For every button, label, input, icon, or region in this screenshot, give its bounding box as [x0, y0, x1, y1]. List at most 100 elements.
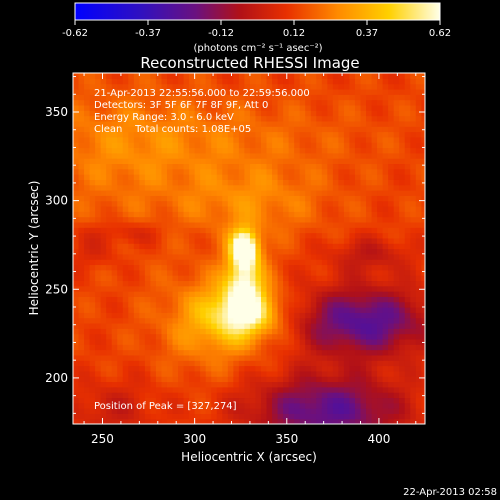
heatmap-cell — [244, 237, 251, 244]
heatmap-cell — [73, 354, 80, 361]
heatmap-cell — [166, 136, 174, 143]
heatmap-cell — [316, 349, 323, 356]
heatmap-cell — [360, 227, 367, 234]
heatmap-cell — [382, 104, 389, 111]
heatmap-cell — [100, 232, 107, 239]
heatmap-cell — [349, 413, 356, 420]
heatmap-cell — [117, 275, 124, 282]
heatmap-cell — [205, 413, 212, 420]
heatmap-cell — [84, 142, 91, 149]
heatmap-cell — [122, 78, 129, 85]
heatmap-cell — [343, 338, 351, 345]
heatmap-cell — [260, 211, 268, 218]
heatmap-cell — [327, 333, 334, 340]
heatmap-cell — [299, 237, 306, 244]
heatmap-cell — [178, 392, 185, 399]
heatmap-cell — [183, 147, 190, 154]
heatmap-cell — [310, 232, 317, 239]
heatmap-cell — [73, 280, 80, 287]
heatmap-cell — [238, 179, 245, 186]
heatmap-cell — [266, 413, 273, 420]
heatmap-cell — [222, 408, 229, 414]
heatmap-cell — [371, 83, 378, 90]
heatmap-cell — [249, 205, 257, 212]
heatmap-cell — [388, 402, 395, 409]
heatmap-cell — [321, 184, 328, 191]
heatmap-cell — [133, 317, 140, 324]
heatmap-cell — [84, 168, 91, 175]
heatmap-cell — [117, 307, 124, 313]
heatmap-cell — [338, 354, 345, 361]
heatmap-cell — [310, 205, 317, 212]
heatmap-cell — [227, 291, 234, 297]
heatmap-cell — [260, 253, 268, 260]
heatmap-cell — [321, 344, 328, 351]
heatmap-cell — [183, 94, 190, 101]
heatmap-cell — [106, 110, 113, 117]
heatmap-cell — [89, 126, 96, 133]
heatmap-cell — [194, 333, 201, 340]
heatmap-cell — [78, 163, 85, 170]
heatmap-cell — [117, 88, 124, 95]
heatmap-cell — [294, 136, 301, 143]
heatmap-cell — [172, 269, 179, 276]
heatmap-cell — [382, 317, 389, 324]
heatmap-cell — [133, 99, 140, 106]
heatmap-cell — [305, 136, 312, 143]
heatmap-cell — [388, 163, 395, 170]
heatmap-cell — [205, 195, 212, 202]
heatmap-cell — [415, 354, 422, 361]
heatmap-cell — [327, 397, 334, 404]
heatmap-cell — [332, 386, 339, 393]
heatmap-cell — [144, 307, 151, 313]
heatmap-cell — [277, 104, 284, 111]
heatmap-cell — [388, 376, 395, 383]
heatmap-cell — [161, 397, 168, 404]
heatmap-cell — [410, 163, 417, 170]
heatmap-cell — [266, 280, 273, 287]
heatmap-cell — [200, 200, 207, 207]
heatmap-cell — [161, 317, 168, 324]
heatmap-cell — [161, 211, 168, 218]
heatmap-cell — [349, 126, 356, 133]
heatmap-cell — [194, 184, 201, 191]
heatmap-cell — [166, 296, 174, 303]
heatmap-cell — [283, 333, 290, 340]
heatmap-cell — [393, 413, 400, 420]
heatmap-cell — [338, 312, 345, 319]
heatmap-cell — [172, 200, 179, 207]
heatmap-cell — [133, 269, 140, 276]
heatmap-cell — [111, 195, 118, 202]
heatmap-cell — [128, 152, 135, 159]
heatmap-cell — [211, 275, 218, 282]
heatmap-cell — [349, 211, 356, 218]
heatmap-cell — [349, 120, 356, 127]
heatmap-cell — [133, 328, 140, 335]
heatmap-cell — [260, 333, 268, 340]
heatmap-cell — [266, 99, 273, 106]
heatmap-cell — [205, 200, 212, 207]
heatmap-cell — [222, 195, 229, 202]
heatmap-cell — [100, 78, 107, 85]
heatmap-cell — [321, 275, 328, 282]
heatmap-cell — [78, 184, 85, 191]
annotation-energy-range: Energy Range: 3.0 - 6.0 keV — [94, 112, 234, 123]
heatmap-cell — [100, 73, 107, 79]
heatmap-cell — [371, 307, 378, 313]
heatmap-cell — [399, 280, 406, 287]
heatmap-cell — [233, 88, 240, 95]
heatmap-cell — [377, 227, 384, 234]
heatmap-cell — [349, 317, 356, 324]
heatmap-cell — [305, 413, 312, 420]
heatmap-cell — [404, 338, 411, 345]
heatmap-cell — [128, 376, 135, 383]
heatmap-cell — [249, 285, 257, 292]
heatmap-cell — [144, 211, 151, 218]
heatmap-cell — [332, 296, 339, 303]
heatmap-cell — [178, 338, 185, 345]
heatmap-cell — [178, 275, 185, 282]
heatmap-cell — [155, 190, 163, 196]
heatmap-cell — [310, 83, 317, 90]
heatmap-cell — [222, 413, 229, 420]
heatmap-cell — [421, 402, 425, 409]
